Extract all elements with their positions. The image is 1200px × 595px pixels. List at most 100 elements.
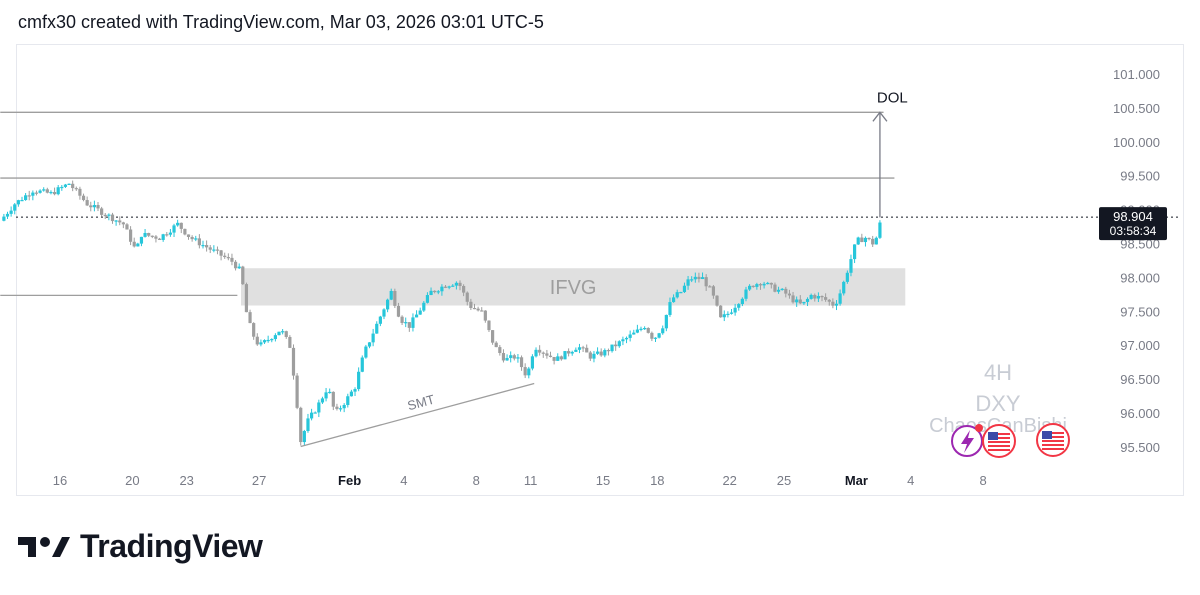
candle-up [668,302,672,315]
candle-down [89,205,93,208]
candle-up [172,225,176,233]
candle-up [436,291,440,293]
x-axis-tick-label: 15 [596,473,610,488]
event-dot [975,424,983,432]
candle-up [168,232,173,235]
candle-up [328,391,332,394]
candle-down [614,344,618,347]
us-flag-icon[interactable] [1036,423,1070,457]
candle-down [205,245,209,248]
candle-up [878,222,882,238]
candle-up [139,236,144,244]
candle-up [92,205,96,208]
y-axis-tick-label: 97.000 [1120,338,1160,353]
candle-down [831,301,835,306]
smt-label: SMT [406,392,436,414]
candle-up [682,285,687,293]
candle-down [465,292,469,302]
candle-down [458,282,462,286]
candle-up [748,285,752,290]
candle-down [769,282,773,285]
candle-down [45,189,49,193]
candle-up [639,328,643,330]
watermark-interval: 4H [984,360,1012,385]
flag-stripe [1042,432,1064,434]
lightning-bolt [961,430,974,453]
x-axis-tick-label: 23 [179,473,193,488]
candle-down [121,222,125,225]
tradingview-logo[interactable]: TradingView [18,528,263,565]
flag-stripe [988,437,1010,439]
candle-down [128,229,133,242]
y-axis-tick-label: 100.000 [1113,135,1160,150]
candle-up [338,408,343,410]
candle-up [729,312,734,314]
candle-down [248,312,252,324]
candle-down [501,352,506,361]
y-axis-tick-label: 98.000 [1120,270,1160,285]
candle-down [646,328,650,333]
candle-down [157,238,162,240]
brand-name: TradingView [80,528,263,564]
candle-down [545,353,549,356]
y-axis-tick-label: 98.500 [1120,237,1160,252]
candle-up [281,331,285,333]
x-axis-tick-label: 22 [722,473,736,488]
candle-down [150,235,154,237]
candle-up [317,402,321,413]
flag-stripe [1042,440,1064,442]
candle-down [147,232,151,236]
x-axis-tick-label: 16 [53,473,67,488]
candle-down [407,322,411,328]
bar-countdown: 03:58:34 [1110,224,1157,238]
candle-up [780,288,784,291]
candle-up [273,335,277,340]
candle-up [270,339,274,341]
flag-canton [1042,431,1052,439]
candle-up [505,357,509,361]
candle-down [110,214,115,222]
candle-up [632,332,636,335]
candle-up [842,281,846,294]
candle-up [661,328,665,334]
candle-down [132,241,136,247]
current-price-badge [1099,207,1167,241]
candle-down [183,228,187,235]
candle-up [13,204,17,211]
candle-down [299,407,303,443]
candle-up [237,266,241,269]
candle-up [313,412,317,414]
y-axis-tick-label: 100.500 [1113,101,1160,116]
us-flag-icon[interactable] [982,424,1016,458]
candle-up [194,238,198,240]
candle-down [241,266,245,285]
candle-up [628,334,632,338]
candle-down [871,238,875,245]
dol-arrow-head [872,111,888,122]
candle-up [733,307,737,313]
candle-up [38,190,42,193]
candle-down [226,257,230,259]
candle-up [816,296,820,299]
candle-up [795,299,799,303]
candle-up [440,286,444,292]
candle-up [60,186,64,189]
candle-down [190,236,194,240]
candle-up [364,346,368,358]
candle-up [653,337,658,339]
y-axis-tick-label: 97.500 [1120,304,1160,319]
y-axis-tick-label: 96.500 [1120,372,1160,387]
candle-up [107,214,111,216]
candle-down [552,357,556,361]
candle-up [563,351,567,360]
smt-trendline[interactable] [300,382,535,448]
candle-down [223,255,227,258]
candle-up [834,303,839,306]
candle-down [96,205,100,209]
candle-up [635,329,639,333]
candle-up [375,323,379,334]
candle-up [737,304,741,308]
candle-up [693,276,697,280]
x-axis-tick-label: Mar [845,473,868,488]
